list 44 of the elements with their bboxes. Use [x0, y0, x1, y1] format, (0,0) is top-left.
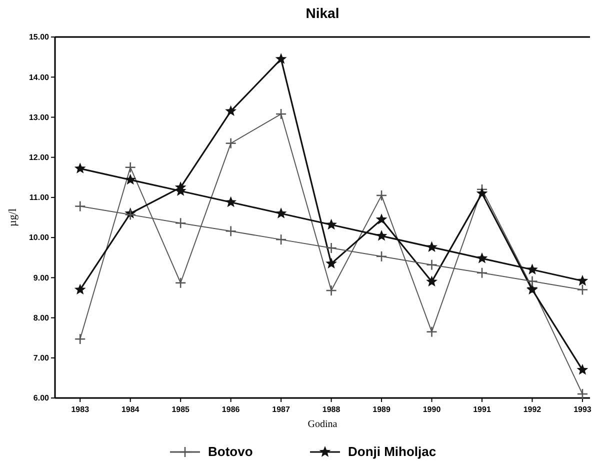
point	[576, 364, 588, 375]
point	[426, 276, 438, 287]
y-tick-label: 7.00	[33, 354, 50, 363]
x-tick-label: 1991	[473, 405, 492, 414]
chart-title: Nikal	[306, 5, 340, 21]
point	[476, 187, 488, 198]
legend-label: Botovo	[208, 444, 253, 459]
point	[326, 258, 337, 268]
y-tick-label: 12.00	[28, 152, 50, 162]
x-tick-label: 1989	[372, 405, 391, 414]
point	[576, 274, 588, 286]
y-tick-label: 13.00	[28, 112, 50, 122]
x-tick-label: 1987	[272, 405, 291, 414]
x-tick-label: 1983	[71, 405, 90, 414]
point	[74, 284, 86, 295]
x-tick-label: 1985	[172, 405, 190, 414]
x-tick-label: 1993	[574, 405, 592, 414]
x-tick-label: 1990	[422, 405, 442, 414]
y-tick-label: 6.00	[33, 394, 50, 403]
legend-label: Donji Miholjac	[348, 444, 436, 459]
point	[225, 196, 237, 208]
x-tick-label: 1992	[523, 405, 542, 414]
point	[376, 214, 388, 224]
y-tick-label: 8.00	[33, 313, 50, 322]
point	[426, 241, 438, 252]
point	[225, 105, 237, 116]
y-tick-label: 14.00	[28, 72, 50, 82]
x-axis-title: Godina	[308, 419, 338, 430]
y-axis-title: µg/l	[7, 208, 19, 226]
point	[476, 252, 488, 264]
y-tick-label: 9.00	[33, 273, 50, 282]
point	[526, 264, 538, 274]
y-tick-label: 15.00	[28, 32, 50, 42]
y-tick-label: 11.00	[29, 193, 50, 202]
y-tick-label: 10.00	[28, 233, 50, 242]
point	[376, 230, 388, 241]
point	[124, 174, 136, 185]
x-tick-label: 1984	[121, 405, 140, 414]
point	[326, 218, 337, 230]
x-tick-label: 1988	[322, 405, 341, 414]
point	[275, 207, 287, 218]
point	[275, 53, 287, 64]
point	[74, 162, 86, 174]
x-tick-label: 1986	[222, 405, 240, 414]
